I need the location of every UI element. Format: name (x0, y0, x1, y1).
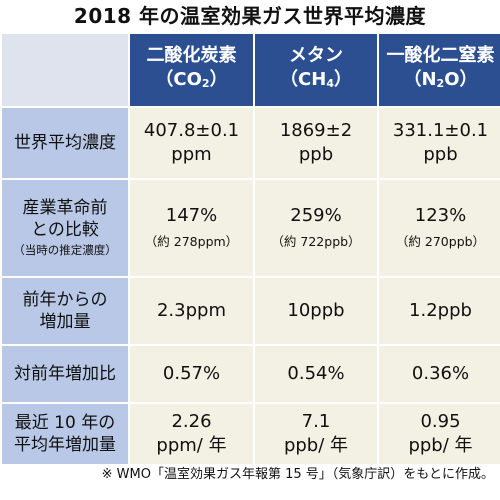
table-corner (2, 34, 128, 106)
column-header-name: 二酸化炭素 (146, 45, 237, 66)
row-header-decade-average: 最近 10 年の 平均年増加量 (2, 404, 128, 464)
table-cell: 7.1 ppb/ 年 (255, 404, 377, 464)
table-cell: 407.8±0.1 ppm (130, 108, 253, 178)
table-cell: 331.1±0.1 ppb (379, 108, 500, 178)
column-header-co2: 二酸化炭素 （CO2） (130, 34, 253, 106)
table-cell: 10ppb (255, 278, 377, 344)
column-header-formula: （N2O） (403, 69, 478, 90)
row-header-pre-industrial: 産業革命前 との比較 （当時の推定濃度） (2, 180, 128, 276)
row-header-yoy-ratio: 対前年増加比 (2, 346, 128, 402)
table-cell: 1.2ppb (379, 278, 500, 344)
table-cell: 2.26 ppm/ 年 (130, 404, 253, 464)
table-cell: 1869±2 ppb (255, 108, 377, 178)
ghg-table: 二酸化炭素 （CO2） メタン （CH4） 一酸化二窒素 （N2O） 世界平均濃… (2, 34, 500, 464)
table-cell: 147% （約 278ppm） (130, 180, 253, 276)
page-title: 2018 年の温室効果ガス世界平均濃度 (73, 4, 427, 28)
column-header-formula: （CO2） (155, 69, 228, 90)
source-footnote: ※ WMO「温室効果ガス年報第 15 号」（気象庁訳）をもとに作成。 (101, 467, 494, 482)
table-cell: 0.36% (379, 346, 500, 402)
row-header-annual-increase: 前年からの 増加量 (2, 278, 128, 344)
table-cell: 0.54% (255, 346, 377, 402)
table-cell: 0.95 ppb/ 年 (379, 404, 500, 464)
table-cell: 259% （約 722ppb） (255, 180, 377, 276)
column-header-n2o: 一酸化二窒素 （N2O） (379, 34, 500, 106)
table-cell: 2.3ppm (130, 278, 253, 344)
table-cell: 123% （約 270ppb） (379, 180, 500, 276)
table-cell: 0.57% (130, 346, 253, 402)
column-header-ch4: メタン （CH4） (255, 34, 377, 106)
column-header-name: 一酸化二窒素 (386, 45, 495, 66)
column-header-formula: （CH4） (280, 69, 352, 90)
column-header-name: メタン (289, 45, 343, 66)
row-header-world-average: 世界平均濃度 (2, 108, 128, 178)
